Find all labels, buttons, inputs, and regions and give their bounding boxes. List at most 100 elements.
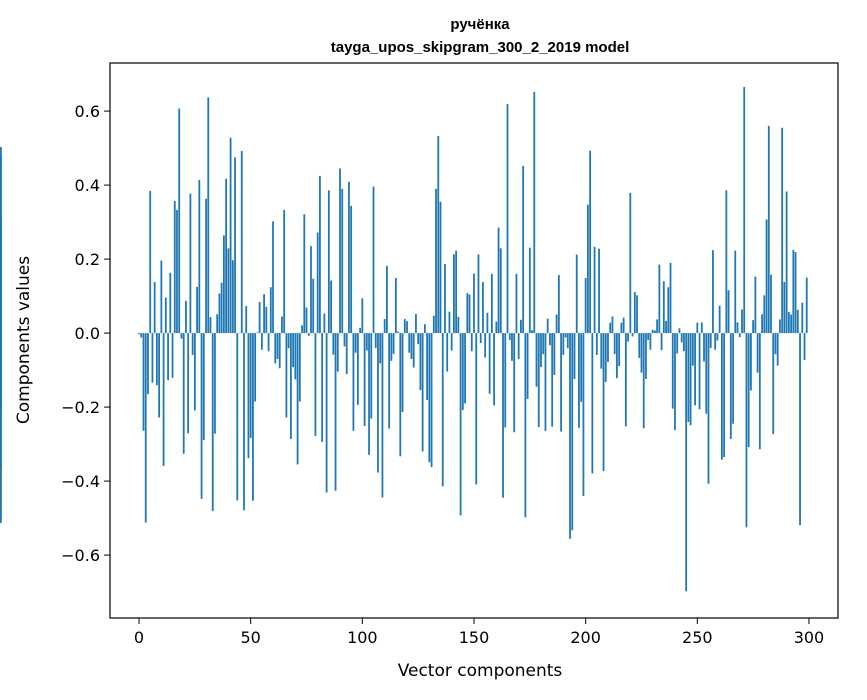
bar: [768, 126, 770, 333]
bar: [797, 310, 799, 333]
bar: [522, 166, 524, 333]
bar: [591, 333, 593, 473]
bar: [212, 333, 214, 511]
bar: [730, 333, 732, 439]
bar: [569, 333, 571, 539]
bar: [353, 333, 355, 431]
bar: [562, 333, 564, 355]
bar: [431, 333, 433, 467]
bar: [359, 328, 361, 333]
bar: [775, 333, 777, 354]
bar: [482, 282, 484, 333]
bar: [786, 191, 788, 333]
bar: [341, 189, 343, 333]
bar: [203, 333, 205, 440]
bar: [444, 264, 446, 333]
bar: [656, 319, 658, 333]
bar: [350, 206, 352, 333]
bar: [667, 287, 669, 333]
bar: [607, 333, 609, 362]
bar: [198, 180, 200, 333]
bar: [183, 333, 185, 454]
y-tick-label: −0.6: [61, 546, 100, 565]
bar: [605, 333, 607, 382]
bar: [261, 333, 263, 350]
bar: [795, 252, 797, 333]
bar: [270, 287, 272, 333]
bar: [507, 104, 509, 333]
bar: [0, 147, 2, 333]
bar: [225, 179, 227, 333]
bar: [784, 282, 786, 333]
bar: [750, 333, 752, 390]
bar: [227, 248, 229, 333]
bar: [533, 92, 535, 333]
bar: [216, 314, 218, 333]
bar: [596, 333, 598, 355]
bar: [770, 275, 772, 333]
bar: [728, 290, 730, 333]
bar: [703, 333, 705, 361]
bar: [743, 87, 745, 333]
bar: [337, 333, 339, 371]
bar: [547, 319, 549, 333]
plot-frame: [110, 63, 838, 618]
bar: [516, 274, 518, 333]
bar: [330, 281, 332, 334]
bar: [759, 333, 761, 449]
bar: [524, 333, 526, 517]
bar: [658, 265, 660, 333]
bar: [620, 323, 622, 333]
bar: [714, 333, 716, 350]
bar: [357, 333, 359, 405]
bar: [205, 199, 207, 333]
bar: [323, 313, 325, 333]
bar: [176, 210, 178, 333]
bar: [696, 323, 698, 333]
bar: [368, 333, 370, 455]
bar: [413, 333, 415, 367]
bar-series: [0, 87, 808, 591]
bar: [399, 333, 401, 456]
bar: [665, 321, 667, 333]
bar: [174, 201, 176, 333]
bar: [692, 333, 694, 366]
bar: [379, 333, 381, 363]
bar: [614, 333, 616, 354]
bar: [710, 333, 712, 348]
bar: [268, 333, 270, 351]
bar: [732, 333, 734, 424]
bar: [560, 333, 562, 431]
bar: [761, 314, 763, 333]
bar: [556, 315, 558, 334]
bar: [576, 255, 578, 333]
bar: [140, 333, 142, 337]
bar: [453, 254, 455, 333]
bar: [462, 333, 464, 410]
bar: [520, 320, 522, 333]
bar: [585, 278, 587, 333]
bar: [616, 333, 618, 378]
bar: [274, 333, 276, 363]
bar: [223, 235, 225, 333]
bar: [250, 333, 252, 438]
bar: [437, 136, 439, 333]
bar: [256, 332, 258, 333]
y-tick-label: 0.4: [75, 176, 100, 195]
bar: [201, 333, 203, 499]
bar: [411, 333, 413, 359]
bar: [303, 214, 305, 333]
bar: [636, 295, 638, 333]
bar: [185, 301, 187, 333]
bar: [589, 151, 591, 333]
y-axis-ticks: −0.6−0.4−0.20.00.20.40.6: [61, 102, 110, 565]
bar: [734, 251, 736, 334]
bar: [647, 333, 649, 340]
bar: [460, 333, 462, 515]
bar: [587, 205, 589, 333]
bar: [567, 333, 569, 348]
bar: [565, 333, 567, 337]
bar: [382, 333, 384, 497]
bar: [549, 333, 551, 345]
bar: [478, 254, 480, 333]
